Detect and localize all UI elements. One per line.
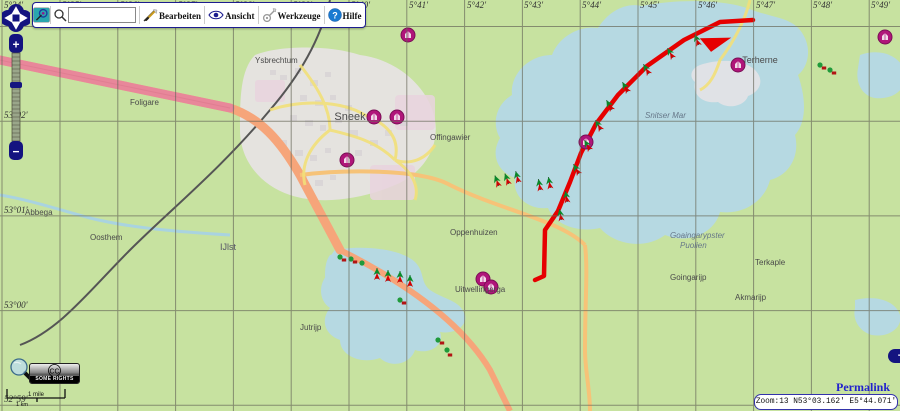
svg-text:5°49': 5°49'	[871, 0, 891, 10]
svg-text:+: +	[12, 38, 19, 52]
svg-text:1 km: 1 km	[16, 402, 28, 407]
svg-text:5°44': 5°44'	[582, 0, 602, 10]
svg-text:?: ?	[332, 11, 338, 21]
svg-text:Puolien: Puolien	[680, 241, 707, 250]
svg-text:53°00': 53°00'	[4, 300, 29, 310]
svg-text:CC: CC	[49, 368, 59, 375]
svg-text:Offingawier: Offingawier	[430, 133, 471, 142]
svg-text:1 mile: 1 mile	[28, 392, 45, 398]
svg-text:Oosthem: Oosthem	[90, 233, 123, 242]
svg-text:Goingarijp: Goingarijp	[670, 273, 707, 282]
svg-text:Abbega: Abbega	[25, 208, 53, 217]
svg-text:5°43': 5°43'	[524, 0, 544, 10]
svg-text:5°47': 5°47'	[756, 0, 776, 10]
svg-text:Uitwellingerga: Uitwellingerga	[455, 285, 506, 294]
svg-text:Ysbrechtum: Ysbrechtum	[255, 56, 298, 65]
svg-text:Terherne: Terherne	[742, 55, 778, 65]
svg-text:Jutrijp: Jutrijp	[300, 323, 322, 332]
svg-text:5°45': 5°45'	[640, 0, 660, 10]
svg-text:Oppenhuizen: Oppenhuizen	[450, 228, 498, 237]
svg-text:Terkaple: Terkaple	[755, 258, 786, 267]
svg-text:Foligare: Foligare	[130, 98, 159, 107]
svg-text:5°42': 5°42'	[467, 0, 487, 10]
svg-text:5°48': 5°48'	[813, 0, 833, 10]
svg-text:−: −	[12, 145, 19, 159]
svg-text:IJlst: IJlst	[220, 242, 237, 252]
svg-text:5°46': 5°46'	[698, 0, 718, 10]
svg-text:Goaingarypster: Goaingarypster	[670, 231, 725, 240]
svg-text:53°01': 53°01'	[4, 205, 29, 215]
svg-text:Akmarijp: Akmarijp	[735, 293, 767, 302]
svg-text:5°41': 5°41'	[409, 0, 429, 10]
svg-text:Sneek: Sneek	[334, 111, 366, 123]
svg-text:Snitser Mar: Snitser Mar	[645, 111, 686, 120]
